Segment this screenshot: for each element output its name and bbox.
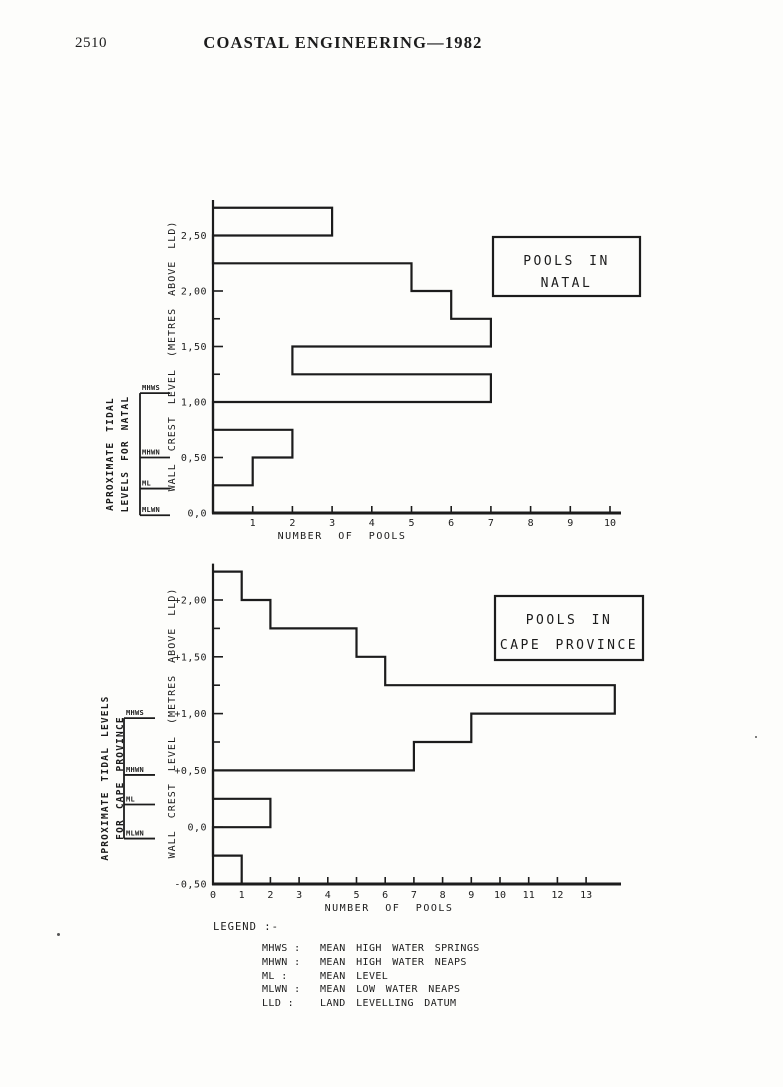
tidal-mark-label: ML xyxy=(126,795,135,803)
x-tick-label: 5 xyxy=(353,890,359,901)
x-tick-label: 3 xyxy=(329,518,335,529)
x-tick-label: 3 xyxy=(296,890,302,901)
x-axis-label: NUMBER OF POOLS xyxy=(278,531,407,542)
legend-title: LEGEND :- xyxy=(213,921,279,933)
legend-abbr: LLD : xyxy=(262,998,295,1010)
x-tick-label: 10 xyxy=(494,890,506,901)
y-tick-label: 2,50 xyxy=(181,231,207,242)
page-number: 2510 xyxy=(75,35,107,51)
chart-title-box xyxy=(493,594,645,662)
legend-abbr: ML : xyxy=(262,970,288,982)
y-tick-label: -0,50 xyxy=(174,880,207,891)
tidal-scale-caption: APROXIMATE TIDAL xyxy=(105,397,116,511)
chart-title-line: CAPE PROVINCE xyxy=(500,638,638,653)
legend-definition: MEAN HIGH WATER SPRINGS xyxy=(320,943,480,954)
x-tick-label: 1 xyxy=(250,518,256,529)
tidal-mark-label: MHWN xyxy=(142,449,160,457)
x-tick-label: 8 xyxy=(440,890,446,901)
x-tick-label: 2 xyxy=(267,890,273,901)
x-tick-label: 9 xyxy=(468,890,474,901)
y-tick-label: 0,0 xyxy=(187,823,207,834)
x-tick-label: 4 xyxy=(369,518,375,529)
x-tick-label: 0 xyxy=(210,890,216,901)
pools-in-cape-province-chart: 0 1 2 3 4 5 6 7 8 9 10 11 12 13-0,500,0+0,50+1,00+1,5… xyxy=(100,563,645,914)
tidal-mark-label: ML xyxy=(142,480,151,488)
legend-entry: MHWS : MEAN HIGH WATER SPRINGS xyxy=(262,942,480,956)
x-tick-label: 5 xyxy=(408,518,414,529)
legend-entry: MHWN : MEAN HIGH WATER NEAPS xyxy=(262,956,480,970)
chart-title-line: POOLS IN xyxy=(526,613,613,628)
tidal-scale-caption: LEVELS FOR NATAL xyxy=(120,396,131,513)
legend-abbr: MHWS : xyxy=(262,943,301,954)
x-tick-label: 4 xyxy=(325,890,331,901)
x-tick-label: 10 xyxy=(604,518,616,529)
x-tick-label: 13 xyxy=(580,890,592,901)
scan-speck xyxy=(755,736,757,738)
legend-abbr: MLWN : xyxy=(262,984,301,996)
y-tick-label: +1,00 xyxy=(174,709,207,720)
pools-in-natal-chart: 1 2 3 4 5 6 7 8 9 10 0,0 0,50 1,00 1,50 2,00 2,50 POOLS … xyxy=(105,199,642,542)
histogram-outline xyxy=(211,570,616,886)
legend-definition: MEAN HIGH WATER NEAPS xyxy=(320,956,467,968)
tidal-scale-caption: FOR CAPE PROVINCE xyxy=(115,716,126,840)
y-tick-label: +2,00 xyxy=(174,596,207,607)
x-tick-label: 11 xyxy=(523,890,535,901)
chart-title-box xyxy=(491,235,642,298)
chart-title-line: NATAL xyxy=(541,276,593,291)
y-tick-label: 0,50 xyxy=(181,453,207,464)
legend-definition: MEAN LOW WATER NEAPS xyxy=(320,984,461,996)
tidal-mark-label: MHWS xyxy=(142,384,160,392)
x-tick-label: 7 xyxy=(411,890,417,901)
tidal-mark-label: MLWN xyxy=(142,506,160,514)
y-tick-label: +0,50 xyxy=(174,766,207,777)
y-tick-label: 0,0 xyxy=(187,509,207,520)
legend-entry: LLD : LAND LEVELLING DATUM xyxy=(262,997,480,1011)
tidal-scale-caption: APROXIMATE TIDAL LEVELS xyxy=(100,695,111,860)
x-tick-label: 2 xyxy=(289,518,295,529)
legend-entry: MLWN : MEAN LOW WATER NEAPS xyxy=(262,983,480,997)
legend-abbr: MHWN : xyxy=(262,956,301,968)
y-axis-label: WALL CREST LEVEL (METRES ABOVE LLD) xyxy=(167,588,178,859)
legend-definition: LAND LEVELLING DATUM xyxy=(320,998,457,1010)
x-tick-label: 12 xyxy=(551,890,563,901)
histogram-outline xyxy=(211,206,492,513)
x-axis-label: NUMBER OF POOLS xyxy=(325,903,454,914)
x-tick-label: 6 xyxy=(382,890,388,901)
x-tick-label: 1 xyxy=(239,890,245,901)
legend: LEGEND :- MHWS : MEAN HIGH WATER SPRINGS M… xyxy=(213,921,480,1011)
y-tick-label: +1,50 xyxy=(174,652,207,663)
y-tick-label: 2,00 xyxy=(181,287,207,298)
legend-entries: MHWS : MEAN HIGH WATER SPRINGS MHWN : MEAN … xyxy=(213,942,480,1011)
y-tick-label: 1,50 xyxy=(181,342,207,353)
y-axis-label: WALL CREST LEVEL (METRES ABOVE LLD) xyxy=(167,221,178,492)
scan-speck xyxy=(57,933,60,936)
tidal-mark-label: MHWS xyxy=(126,709,144,717)
tidal-mark-label: MLWN xyxy=(126,830,144,838)
x-tick-label: 9 xyxy=(567,518,573,529)
legend-definition: MEAN LEVEL xyxy=(320,970,389,982)
x-tick-label: 8 xyxy=(528,518,534,529)
chart-title-line: POOLS IN xyxy=(523,254,610,269)
x-tick-label: 6 xyxy=(448,518,454,529)
running-head-title: COASTAL ENGINEERING—1982 xyxy=(203,33,483,52)
x-tick-label: 7 xyxy=(488,518,494,529)
tidal-mark-label: MHWN xyxy=(126,766,144,774)
y-tick-label: 1,00 xyxy=(181,398,207,409)
legend-entry: ML : MEAN LEVEL xyxy=(262,970,480,984)
